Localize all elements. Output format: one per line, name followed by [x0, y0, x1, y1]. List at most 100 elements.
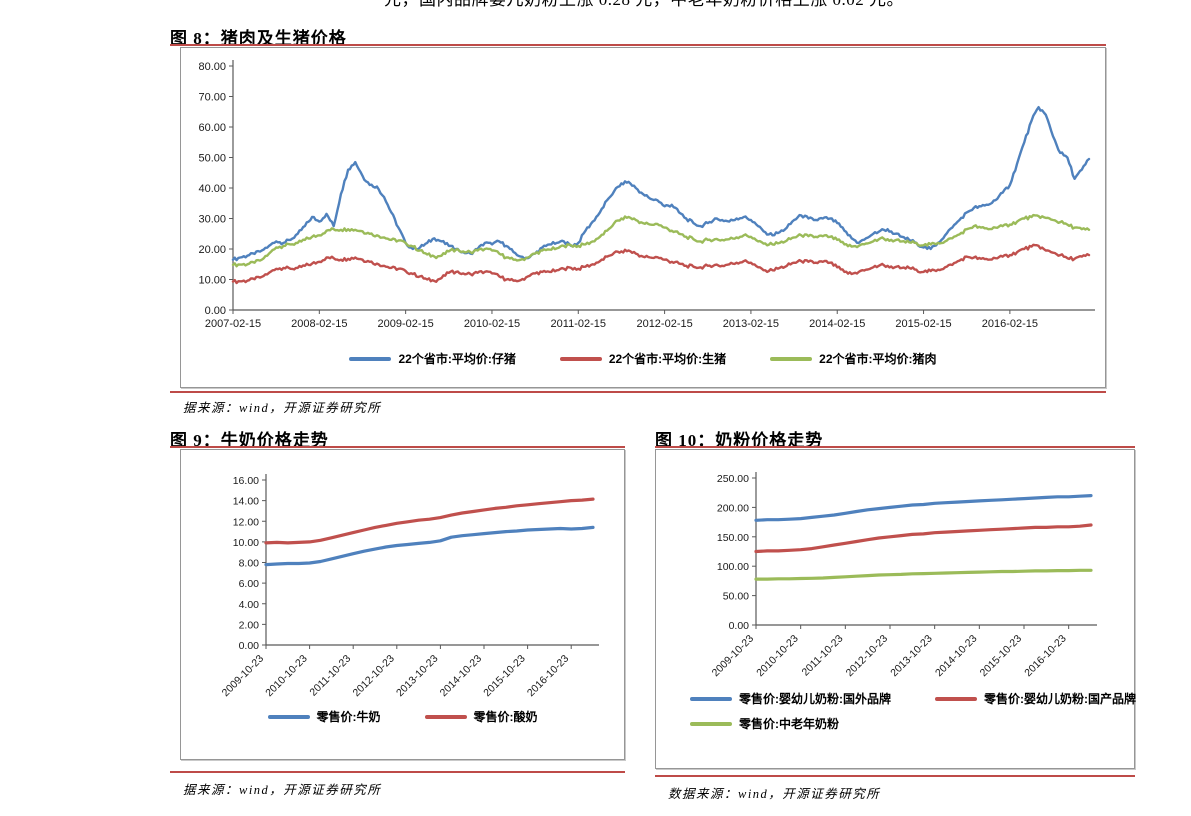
red-rule-figure8-top	[170, 44, 1106, 46]
legend-line-swatch	[267, 714, 310, 719]
figure10-source: 数据来源：wind，开源证券研究所	[668, 787, 881, 801]
svg-text:2011-10-23: 2011-10-23	[307, 653, 353, 699]
svg-text:10.00: 10.00	[233, 537, 259, 549]
svg-text:2011-02-15: 2011-02-15	[551, 318, 606, 330]
legend-item: 零售价:酸奶	[424, 708, 538, 725]
svg-text:2013-02-15: 2013-02-15	[723, 318, 779, 330]
figure9-line-chart: 0.00 2.00 4.00 6.00 8.00 10.00 12.00 14.00 16.00…	[220, 474, 599, 700]
svg-text:0.00: 0.00	[205, 305, 226, 317]
svg-text:2016-02-15: 2016-02-15	[982, 318, 1038, 330]
legend-row: 零售价:婴幼儿奶粉:国外品牌 零售价:婴幼儿奶粉:国产品牌	[656, 690, 1136, 707]
legend-line-swatch	[559, 356, 602, 361]
figure8-legend: 22个省市:平均价:仔猪 22个省市:平均价:生猪 22个省市:平均价:猪肉	[181, 350, 1105, 367]
legend-line-swatch	[424, 714, 467, 719]
svg-text:40.00: 40.00	[198, 183, 226, 195]
legend-item: 22个省市:平均价:仔猪	[349, 350, 516, 367]
legend-line-swatch	[690, 721, 732, 726]
svg-text:60.00: 60.00	[198, 122, 226, 134]
svg-text:16.00: 16.00	[233, 475, 259, 487]
svg-text:2010-02-15: 2010-02-15	[464, 318, 520, 330]
svg-text:0.00: 0.00	[729, 620, 750, 632]
svg-text:2009-10-23: 2009-10-23	[220, 653, 267, 700]
svg-text:2013-10-23: 2013-10-23	[394, 653, 441, 700]
svg-text:2014-10-23: 2014-10-23	[438, 653, 485, 700]
legend-label: 零售价:婴幼儿奶粉:国外品牌	[739, 692, 891, 706]
legend-line-swatch	[349, 356, 392, 361]
svg-text:2012-10-23: 2012-10-23	[844, 633, 891, 680]
figure10-chart-panel: 0.00 50.00 100.00 150.00 200.00 250.00 2009-10…	[655, 449, 1136, 769]
red-rule-figure10-bottom	[655, 775, 1135, 777]
legend-line-swatch	[770, 356, 813, 361]
svg-text:2009-02-15: 2009-02-15	[377, 318, 433, 330]
legend-row: 零售价:牛奶 零售价:酸奶	[181, 708, 624, 725]
legend-item: 零售价:中老年奶粉	[690, 715, 839, 732]
svg-text:2010-10-23: 2010-10-23	[754, 633, 801, 680]
legend-line-swatch	[690, 696, 732, 701]
legend-item: 零售价:婴幼儿奶粉:国外品牌	[690, 690, 891, 707]
legend-item: 22个省市:平均价:猪肉	[770, 350, 937, 367]
legend-item: 零售价:婴幼儿奶粉:国产品牌	[935, 690, 1136, 707]
svg-text:2011-10-23: 2011-10-23	[800, 633, 846, 679]
svg-text:2013-10-23: 2013-10-23	[888, 633, 935, 680]
svg-text:20.00: 20.00	[198, 244, 226, 256]
svg-text:14.00: 14.00	[233, 496, 259, 508]
svg-text:2016-10-23: 2016-10-23	[525, 653, 572, 700]
svg-text:2010-10-23: 2010-10-23	[263, 653, 310, 700]
legend-label: 零售价:牛奶	[316, 710, 381, 724]
figure10-title: 图 10：奶粉价格走势	[655, 431, 824, 450]
svg-text:2014-02-15: 2014-02-15	[809, 318, 865, 330]
legend-item: 22个省市:平均价:生猪	[559, 350, 727, 367]
figure10-line-chart: 0.00 50.00 100.00 150.00 200.00 250.00 2009-10…	[710, 472, 1097, 680]
svg-text:100.00: 100.00	[717, 561, 749, 573]
legend-label: 零售价:婴幼儿奶粉:国产品牌	[984, 692, 1136, 706]
svg-text:8.00: 8.00	[239, 558, 260, 570]
legend-label: 22个省市:平均价:生猪	[608, 352, 727, 366]
figure9-title: 图 9：牛奶价格走势	[170, 431, 329, 450]
legend-row: 零售价:中老年奶粉	[656, 715, 1134, 732]
svg-text:50.00: 50.00	[723, 591, 749, 603]
legend-label: 22个省市:平均价:猪肉	[819, 352, 937, 366]
legend-line-swatch	[935, 696, 977, 701]
svg-text:2008-02-15: 2008-02-15	[291, 318, 347, 330]
svg-text:2014-10-23: 2014-10-23	[933, 633, 980, 680]
legend-label: 零售价:中老年奶粉	[739, 717, 839, 731]
red-rule-figure9-top	[170, 446, 625, 448]
svg-text:2012-02-15: 2012-02-15	[636, 318, 692, 330]
svg-text:30.00: 30.00	[198, 214, 226, 226]
figure8-chart-panel: 0.00 10.00 20.00 30.00 40.00 50.00 60.00 70.00 8…	[180, 47, 1106, 388]
figure8-source: 据来源：wind，开源证券研究所	[183, 401, 382, 415]
svg-text:200.00: 200.00	[717, 502, 749, 514]
svg-text:2007-02-15: 2007-02-15	[205, 318, 261, 330]
figure8-title: 图 8：猪肉及生猪价格	[170, 29, 347, 48]
figure8-line-chart: 0.00 10.00 20.00 30.00 40.00 50.00 60.00 70.00 8…	[198, 60, 1095, 330]
figure9-chart-panel: 0.00 2.00 4.00 6.00 8.00 10.00 12.00 14.00 16.00…	[180, 449, 625, 760]
svg-text:4.00: 4.00	[239, 599, 260, 611]
svg-text:10.00: 10.00	[198, 275, 226, 287]
svg-text:2009-10-23: 2009-10-23	[710, 633, 757, 680]
figure9-source: 据来源：wind，开源证券研究所	[183, 783, 382, 797]
legend-label: 零售价:酸奶	[473, 710, 538, 724]
svg-text:12.00: 12.00	[233, 516, 259, 528]
svg-text:2015-02-15: 2015-02-15	[895, 318, 951, 330]
legend-row: 22个省市:平均价:仔猪 22个省市:平均价:生猪 22个省市:平均价:猪肉	[181, 350, 1105, 367]
svg-text:50.00: 50.00	[198, 153, 226, 165]
svg-text:70.00: 70.00	[198, 92, 226, 104]
svg-text:80.00: 80.00	[198, 61, 226, 73]
svg-text:2015-10-23: 2015-10-23	[978, 633, 1025, 680]
red-rule-figure10-top	[655, 446, 1135, 448]
body-text: 元，国内品牌婴儿奶粉上涨 0.28 元，中老年奶粉价格上涨 0.02 元。	[384, 0, 904, 11]
svg-text:250.00: 250.00	[717, 473, 749, 485]
svg-text:2.00: 2.00	[239, 619, 260, 631]
legend-label: 22个省市:平均价:仔猪	[398, 352, 516, 366]
svg-text:0.00: 0.00	[239, 640, 260, 652]
svg-text:6.00: 6.00	[239, 578, 260, 590]
red-rule-figure9-bottom	[170, 771, 625, 773]
svg-text:2015-10-23: 2015-10-23	[481, 653, 528, 700]
svg-text:2012-10-23: 2012-10-23	[350, 653, 397, 700]
svg-text:2016-10-23: 2016-10-23	[1022, 633, 1069, 680]
figure9-legend: 零售价:牛奶 零售价:酸奶	[181, 708, 624, 725]
svg-text:150.00: 150.00	[717, 532, 749, 544]
figure10-legend: 零售价:婴幼儿奶粉:国外品牌 零售价:婴幼儿奶粉:国产品牌零售价:中老年奶粉	[656, 690, 1136, 732]
red-rule-figure8-bottom	[170, 391, 1106, 393]
